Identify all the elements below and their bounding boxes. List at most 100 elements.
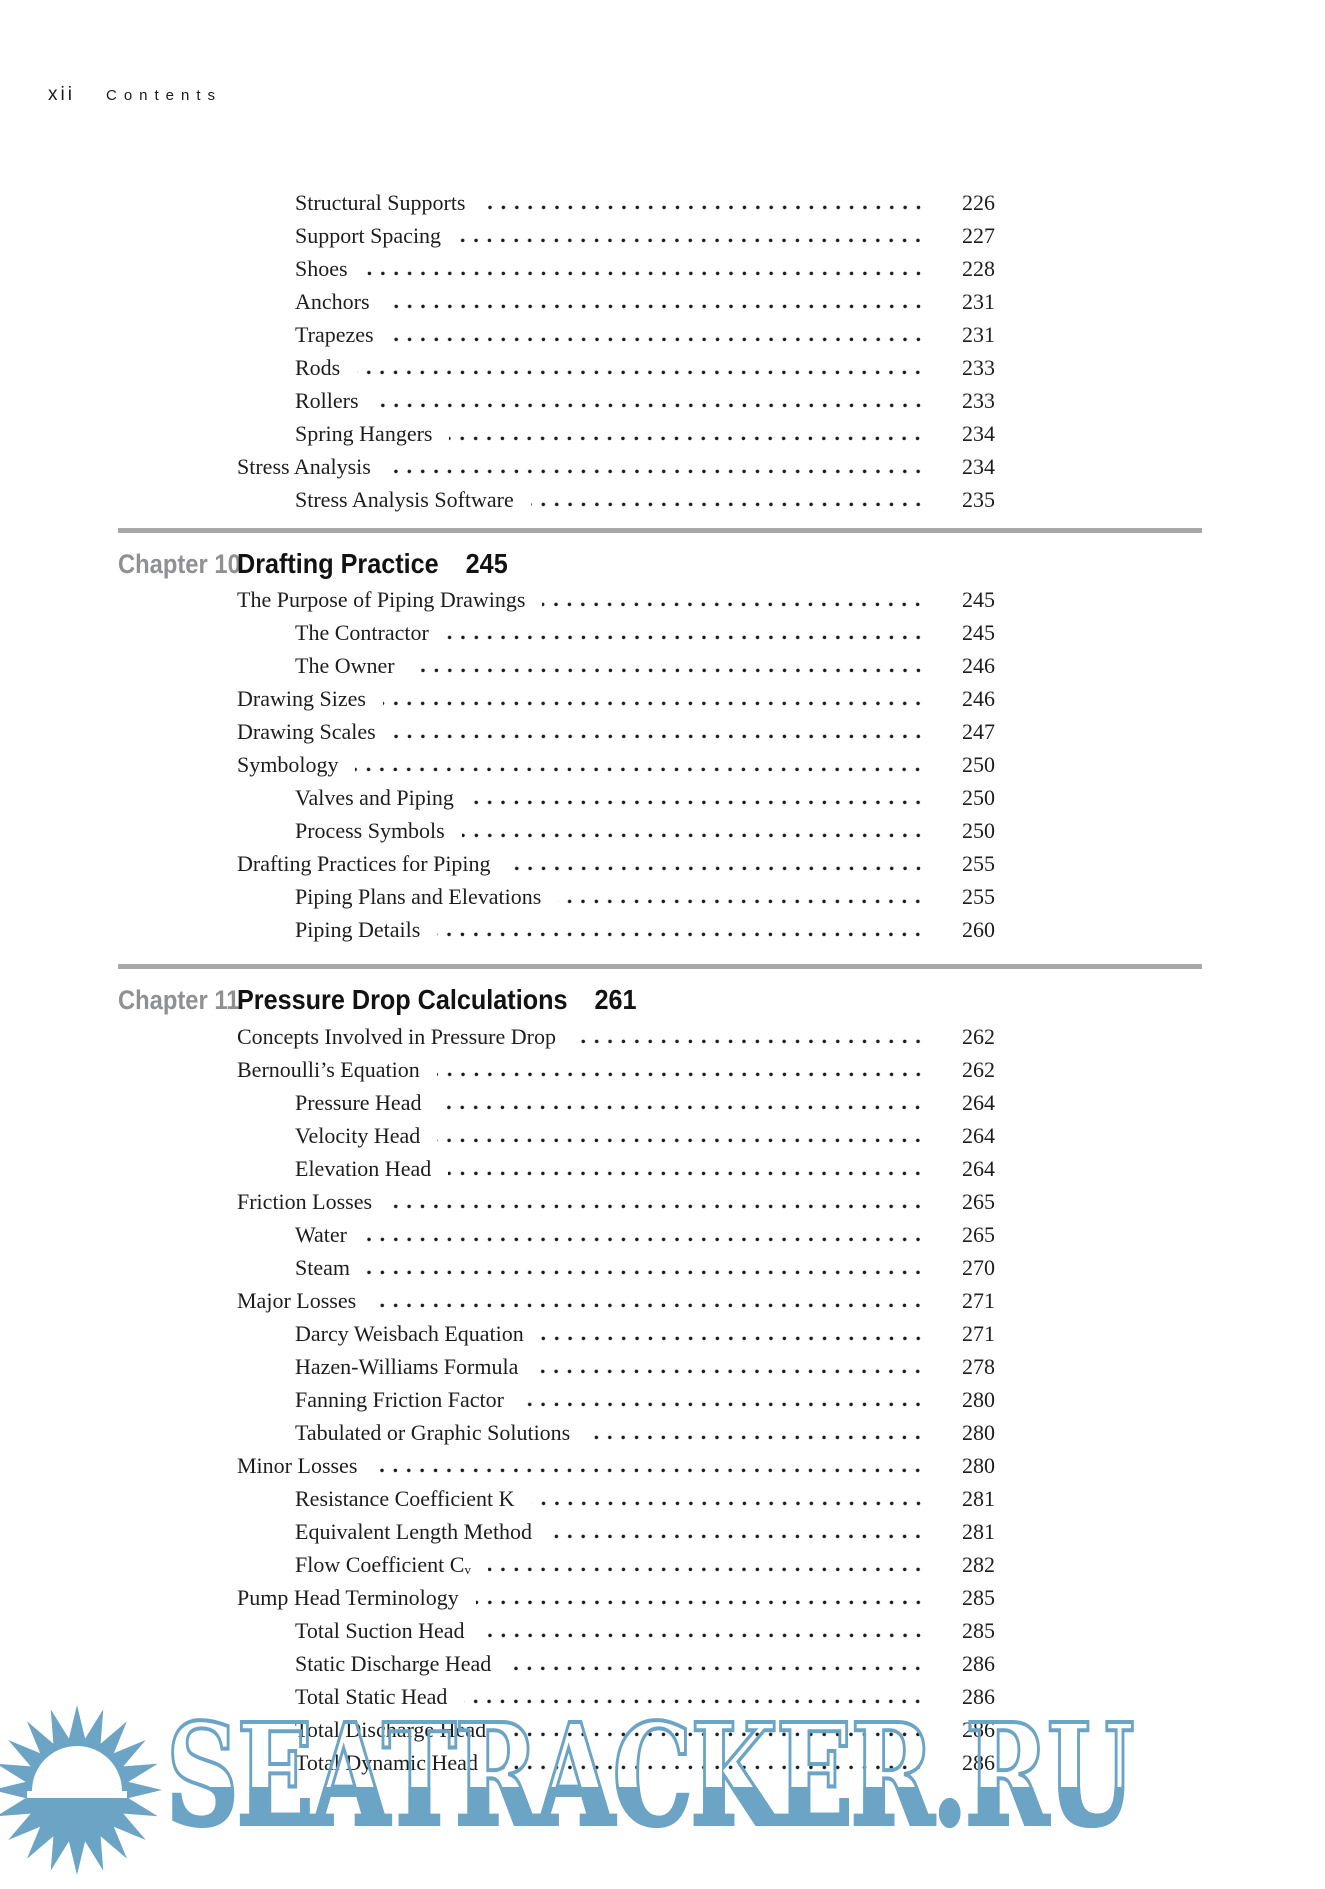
- toc-entry-title: Resistance Coefficient K: [295, 1486, 515, 1511]
- section-divider-rule: [118, 964, 1202, 969]
- chapter-page: 261: [594, 984, 637, 1015]
- dot-leader: [375, 403, 929, 408]
- toc-entry-title: Total Discharge Head: [295, 1717, 487, 1742]
- dot-leader: [487, 1567, 929, 1572]
- toc-entry-page: 285: [962, 1585, 995, 1610]
- toc-row: Pump Head Terminology 285: [237, 1581, 995, 1614]
- toc-entry-title: Valves and Piping: [295, 785, 454, 810]
- toc-entry-title: Major Losses: [237, 1288, 357, 1313]
- toc-entry-title: Friction Losses: [237, 1189, 373, 1214]
- toc-entry-page: 264: [962, 1156, 995, 1181]
- toc-entry-page: 233: [962, 388, 995, 413]
- toc-entry-page: 227: [962, 223, 995, 248]
- toc-row: Steam 270: [237, 1251, 995, 1284]
- section-divider-rule: [118, 528, 1202, 533]
- toc-entry-page: 264: [962, 1090, 995, 1115]
- dot-leader: [520, 1402, 929, 1407]
- dot-leader: [390, 337, 929, 342]
- toc-row: Pressure Head 264: [237, 1086, 995, 1119]
- toc-entry-title: Piping Details: [295, 917, 421, 942]
- toc-entry-title: Trapezes: [295, 322, 374, 347]
- toc-entry-page: 265: [962, 1189, 995, 1214]
- toc-row: Trapezes 231: [237, 318, 995, 351]
- chapter-11-heading: Chapter 11 Pressure Drop Calculations 261: [118, 981, 1202, 1019]
- dot-leader: [448, 1171, 929, 1176]
- toc-entry-page: 234: [962, 454, 995, 479]
- toc-row: Static Discharge Head 286: [237, 1647, 995, 1680]
- toc-entry-title: Rods: [295, 355, 341, 380]
- toc-entry-page: 265: [962, 1222, 995, 1247]
- toc-entry-title: Total Suction Head: [295, 1618, 465, 1643]
- toc-entry-title: Support Spacing: [295, 223, 442, 248]
- toc-entry-title: The Contractor: [295, 620, 429, 645]
- dot-leader: [445, 635, 929, 640]
- dot-leader: [374, 1468, 929, 1473]
- toc-entry-page: 285: [962, 1618, 995, 1643]
- toc-entry-title: Minor Losses: [237, 1453, 358, 1478]
- toc-row: Piping Details 260: [237, 913, 995, 946]
- toc-entry-title: Concepts Involved in Pressure Drop: [237, 1024, 556, 1049]
- toc-block-supports: Structural Supports 226 Support Spacing …: [237, 186, 995, 516]
- toc-entry-title: Steam: [295, 1255, 350, 1280]
- toc-entry-title: Darcy Weisbach Equation: [295, 1321, 524, 1346]
- chapter-page: 245: [465, 548, 508, 579]
- dot-leader: [494, 1765, 929, 1770]
- dot-leader: [373, 1303, 929, 1308]
- dot-leader: [481, 1633, 929, 1638]
- dot-leader: [464, 1699, 929, 1704]
- toc-entry-title: Fanning Friction Factor: [295, 1387, 504, 1412]
- toc-row: Darcy Weisbach Equation 271: [237, 1317, 995, 1350]
- toc-row: Structural Supports 226: [237, 186, 995, 219]
- dot-leader: [355, 767, 929, 772]
- toc-entry-title: Flow Coefficient Cᵥ: [295, 1552, 471, 1577]
- toc-row: Friction Losses 265: [237, 1185, 995, 1218]
- toc-row: Elevation Head 264: [237, 1152, 995, 1185]
- dot-leader: [461, 833, 929, 838]
- toc-entry-page: 286: [962, 1684, 995, 1709]
- toc-row: Valves and Piping 250: [237, 781, 995, 814]
- toc-entry-page: 255: [962, 884, 995, 909]
- dot-leader: [540, 1336, 929, 1341]
- toc-entry-title: Bernoulli’s Equation: [237, 1057, 420, 1082]
- toc-entry-title: Water: [295, 1222, 347, 1247]
- toc-row: Piping Plans and Elevations 255: [237, 880, 995, 913]
- toc-row: Fanning Friction Factor 280: [237, 1383, 995, 1416]
- chapter-label: Chapter 11: [118, 985, 240, 1015]
- toc-row: Shoes 228: [237, 252, 995, 285]
- dot-leader: [558, 899, 929, 904]
- toc-entry-title: Elevation Head: [295, 1156, 432, 1181]
- dot-leader: [572, 1039, 929, 1044]
- toc-entry-title: The Purpose of Piping Drawings: [237, 587, 526, 612]
- toc-entry-title: Spring Hangers: [295, 421, 433, 446]
- toc-entry-page: 278: [962, 1354, 995, 1379]
- toc-block-pressure: Concepts Involved in Pressure Drop 262 B…: [237, 1020, 995, 1779]
- dot-leader: [437, 1138, 929, 1143]
- toc-row: The Owner 246: [237, 649, 995, 682]
- toc-entry-page: 250: [962, 818, 995, 843]
- dot-leader: [542, 602, 929, 607]
- toc-entry-title: Process Symbols: [295, 818, 445, 843]
- toc-entry-page: 271: [962, 1321, 995, 1346]
- dot-leader: [387, 469, 929, 474]
- toc-row: The Purpose of Piping Drawings 245: [237, 583, 995, 616]
- dot-leader: [438, 1105, 929, 1110]
- toc-entry-page: 262: [962, 1024, 995, 1049]
- toc-entry-page: 235: [962, 487, 995, 512]
- toc-row: Total Dynamic Head 286: [237, 1746, 995, 1779]
- toc-entry-page: 286: [962, 1651, 995, 1676]
- toc-row: Anchors 231: [237, 285, 995, 318]
- toc-row: Equivalent Length Method 281: [237, 1515, 995, 1548]
- toc-row: Hazen-Williams Formula 278: [237, 1350, 995, 1383]
- dot-leader: [535, 1369, 929, 1374]
- toc-entry-title: Total Static Head: [295, 1684, 448, 1709]
- toc-entry-page: 250: [962, 752, 995, 777]
- dot-leader: [411, 668, 929, 673]
- toc-row: Process Symbols 250: [237, 814, 995, 847]
- toc-row: Total Discharge Head 286: [237, 1713, 995, 1746]
- toc-entry-title: Pressure Head: [295, 1090, 422, 1115]
- toc-entry-page: 226: [962, 190, 995, 215]
- dot-leader: [382, 701, 929, 706]
- toc-entry-title: The Owner: [295, 653, 395, 678]
- toc-entry-page: 233: [962, 355, 995, 380]
